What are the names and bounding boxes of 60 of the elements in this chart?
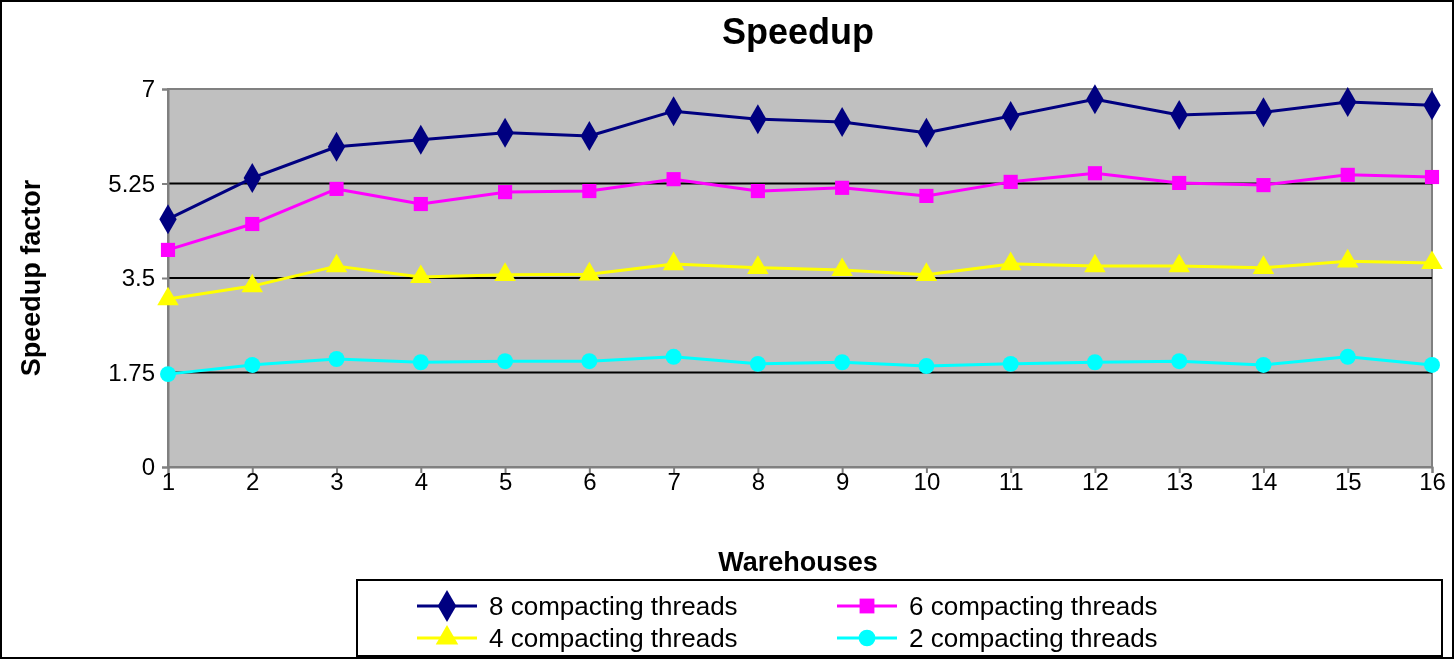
x-tick-label: 10	[913, 468, 941, 495]
point	[1003, 174, 1018, 189]
point	[412, 354, 429, 371]
x-tick-label: 14	[1250, 468, 1278, 495]
point	[1255, 356, 1272, 373]
point	[1424, 169, 1440, 185]
x-tick-label: 1	[161, 468, 176, 495]
legend-label: 8 compacting threads	[489, 591, 738, 621]
point	[160, 366, 176, 383]
point	[329, 181, 344, 196]
x-axis-title: Warehouses	[718, 547, 878, 577]
x-tick-label: 2	[246, 468, 260, 495]
legend-label: 6 compacting threads	[909, 591, 1158, 621]
point	[1002, 355, 1019, 372]
legend-label: 4 compacting threads	[489, 623, 738, 653]
point	[1339, 348, 1356, 365]
x-tick-label: 12	[1082, 468, 1109, 495]
point	[1340, 167, 1355, 182]
x-tick-label: 3	[330, 468, 344, 495]
x-tick-label: 15	[1334, 468, 1362, 495]
point	[413, 196, 428, 212]
point	[1424, 356, 1440, 373]
point	[1256, 178, 1271, 193]
point	[582, 183, 597, 199]
chart-title: Speedup	[721, 11, 875, 52]
point	[328, 351, 345, 367]
point	[160, 242, 176, 257]
point	[749, 355, 766, 372]
point	[245, 216, 260, 232]
point	[666, 172, 681, 187]
point	[1171, 353, 1188, 370]
point	[1087, 166, 1102, 181]
y-axis-title: Speedup factor	[16, 179, 46, 377]
point	[1172, 175, 1187, 191]
y-tick-label: 0	[141, 453, 155, 481]
x-tick-label: 7	[667, 468, 681, 495]
point	[750, 183, 765, 199]
point	[497, 353, 514, 370]
y-tick-label: 7	[141, 75, 155, 103]
point	[581, 353, 598, 370]
point	[244, 356, 261, 373]
point	[834, 354, 851, 371]
point	[1086, 354, 1103, 371]
point	[665, 348, 682, 365]
point	[918, 358, 935, 374]
x-tick-label: 4	[414, 468, 428, 495]
y-tick-label: 3.5	[121, 264, 155, 292]
y-tick-label: 5.25	[108, 169, 155, 197]
x-tick-label: 13	[1166, 468, 1194, 495]
point	[498, 185, 513, 200]
point	[919, 188, 934, 203]
x-tick-label: 6	[583, 468, 597, 495]
y-tick-label: 1.75	[108, 358, 155, 386]
x-tick-label: 5	[498, 468, 513, 495]
x-tick-label: 16	[1419, 468, 1446, 495]
x-tick-label: 8	[751, 468, 766, 495]
x-tick-label: 11	[998, 468, 1024, 495]
x-tick-label: 9	[835, 468, 850, 495]
point	[835, 180, 850, 195]
legend-label: 2 compacting threads	[909, 623, 1158, 653]
